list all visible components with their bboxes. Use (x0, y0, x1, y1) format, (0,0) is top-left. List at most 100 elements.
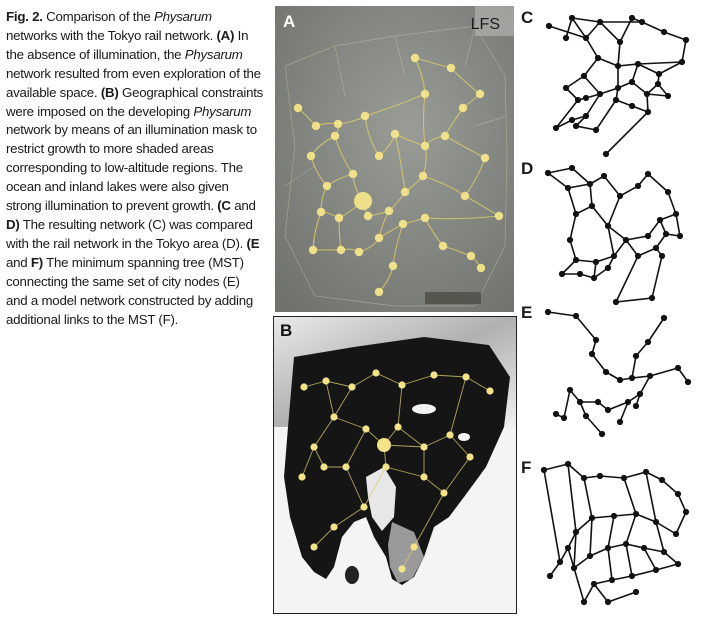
mold-tube (333, 386, 353, 418)
city-node (564, 184, 572, 192)
mold-tube (345, 428, 367, 468)
network-edge (643, 547, 665, 553)
city-node (610, 512, 618, 520)
mold-tube (351, 372, 377, 388)
mold-tube (284, 145, 296, 237)
network-edge (617, 41, 621, 67)
network-edge (607, 591, 637, 603)
network-edge (593, 583, 609, 603)
city-node (610, 252, 618, 260)
food-source-node (384, 206, 394, 216)
mold-tube (397, 384, 403, 428)
city-node (644, 170, 652, 178)
mold-tube (394, 25, 476, 37)
city-node (624, 398, 632, 406)
caption-run: Physarum (193, 103, 252, 119)
mold-tube (301, 446, 315, 478)
city-node (586, 180, 594, 188)
panel-e-network (544, 308, 692, 438)
mold-tube (375, 372, 403, 386)
mold-tube (313, 416, 335, 448)
city-node (540, 466, 548, 474)
network-edge (571, 17, 601, 23)
caption-run: (B) (100, 84, 119, 100)
food-source-node (398, 381, 406, 389)
city-node (644, 108, 652, 116)
food-source-node (330, 131, 340, 141)
city-node (596, 18, 604, 26)
network-edge (591, 515, 615, 519)
city-node (622, 236, 630, 244)
city-node (622, 540, 630, 548)
network-edge (583, 75, 601, 95)
mold-tube (284, 165, 316, 187)
city-node (580, 598, 588, 606)
mold-tube (313, 446, 325, 468)
city-node (596, 472, 604, 480)
network-edge (619, 401, 629, 423)
city-node (654, 80, 662, 88)
network-edge (589, 547, 609, 557)
city-node (660, 28, 668, 36)
city-node (574, 96, 582, 104)
city-node (562, 84, 570, 92)
city-node (582, 112, 590, 120)
food-source-node (420, 213, 430, 223)
food-source-node (458, 103, 468, 113)
food-source-node (322, 377, 330, 385)
food-source-node (348, 169, 358, 179)
mold-tube (334, 35, 396, 47)
food-source-node (362, 425, 370, 433)
panel-f-network (540, 460, 690, 606)
mold-tube (474, 115, 508, 127)
network-edge (649, 367, 679, 377)
mold-tube (363, 466, 387, 508)
caption-run: (E (246, 235, 260, 251)
city-node (588, 350, 596, 358)
city-node (634, 60, 642, 68)
caption-run: D) (6, 216, 20, 232)
mold-tube (397, 426, 425, 448)
network-edge (547, 172, 569, 189)
network-edge (599, 21, 621, 43)
network-edge (575, 517, 593, 533)
network-edge (639, 375, 651, 395)
network-edge (543, 469, 561, 563)
food-source-node (440, 489, 448, 497)
food-source-node (333, 119, 343, 129)
city-node (614, 62, 622, 70)
city-node (660, 548, 668, 556)
food-source-node (446, 63, 456, 73)
network-edge (573, 567, 585, 603)
network-edge (615, 297, 653, 303)
food-source-node (382, 463, 390, 471)
city-node (604, 222, 612, 230)
network-edge (585, 21, 601, 39)
food-source-node (330, 523, 338, 531)
city-node (602, 150, 610, 158)
city-node (648, 294, 656, 302)
network-edge (625, 235, 649, 241)
food-source-node (354, 192, 372, 210)
network-edge (631, 355, 637, 379)
network-edge (655, 521, 665, 553)
food-source-node (466, 453, 474, 461)
network-edge (607, 515, 615, 549)
network-edge (599, 475, 625, 479)
city-node (604, 406, 612, 414)
city-node (586, 552, 594, 560)
panel-f-label: F (521, 458, 532, 477)
food-source-node (320, 463, 328, 471)
food-source-node (372, 369, 380, 377)
caption-run: (A) (216, 27, 235, 43)
mold-tube (334, 45, 346, 97)
city-node (612, 298, 620, 306)
food-source-node (334, 213, 344, 223)
food-source-node (394, 423, 402, 431)
network-edge (603, 175, 621, 197)
panel-a-label: A (283, 12, 296, 31)
city-node (592, 336, 600, 344)
food-source-node (400, 187, 410, 197)
network-edge (565, 17, 573, 39)
city-node (608, 576, 616, 584)
